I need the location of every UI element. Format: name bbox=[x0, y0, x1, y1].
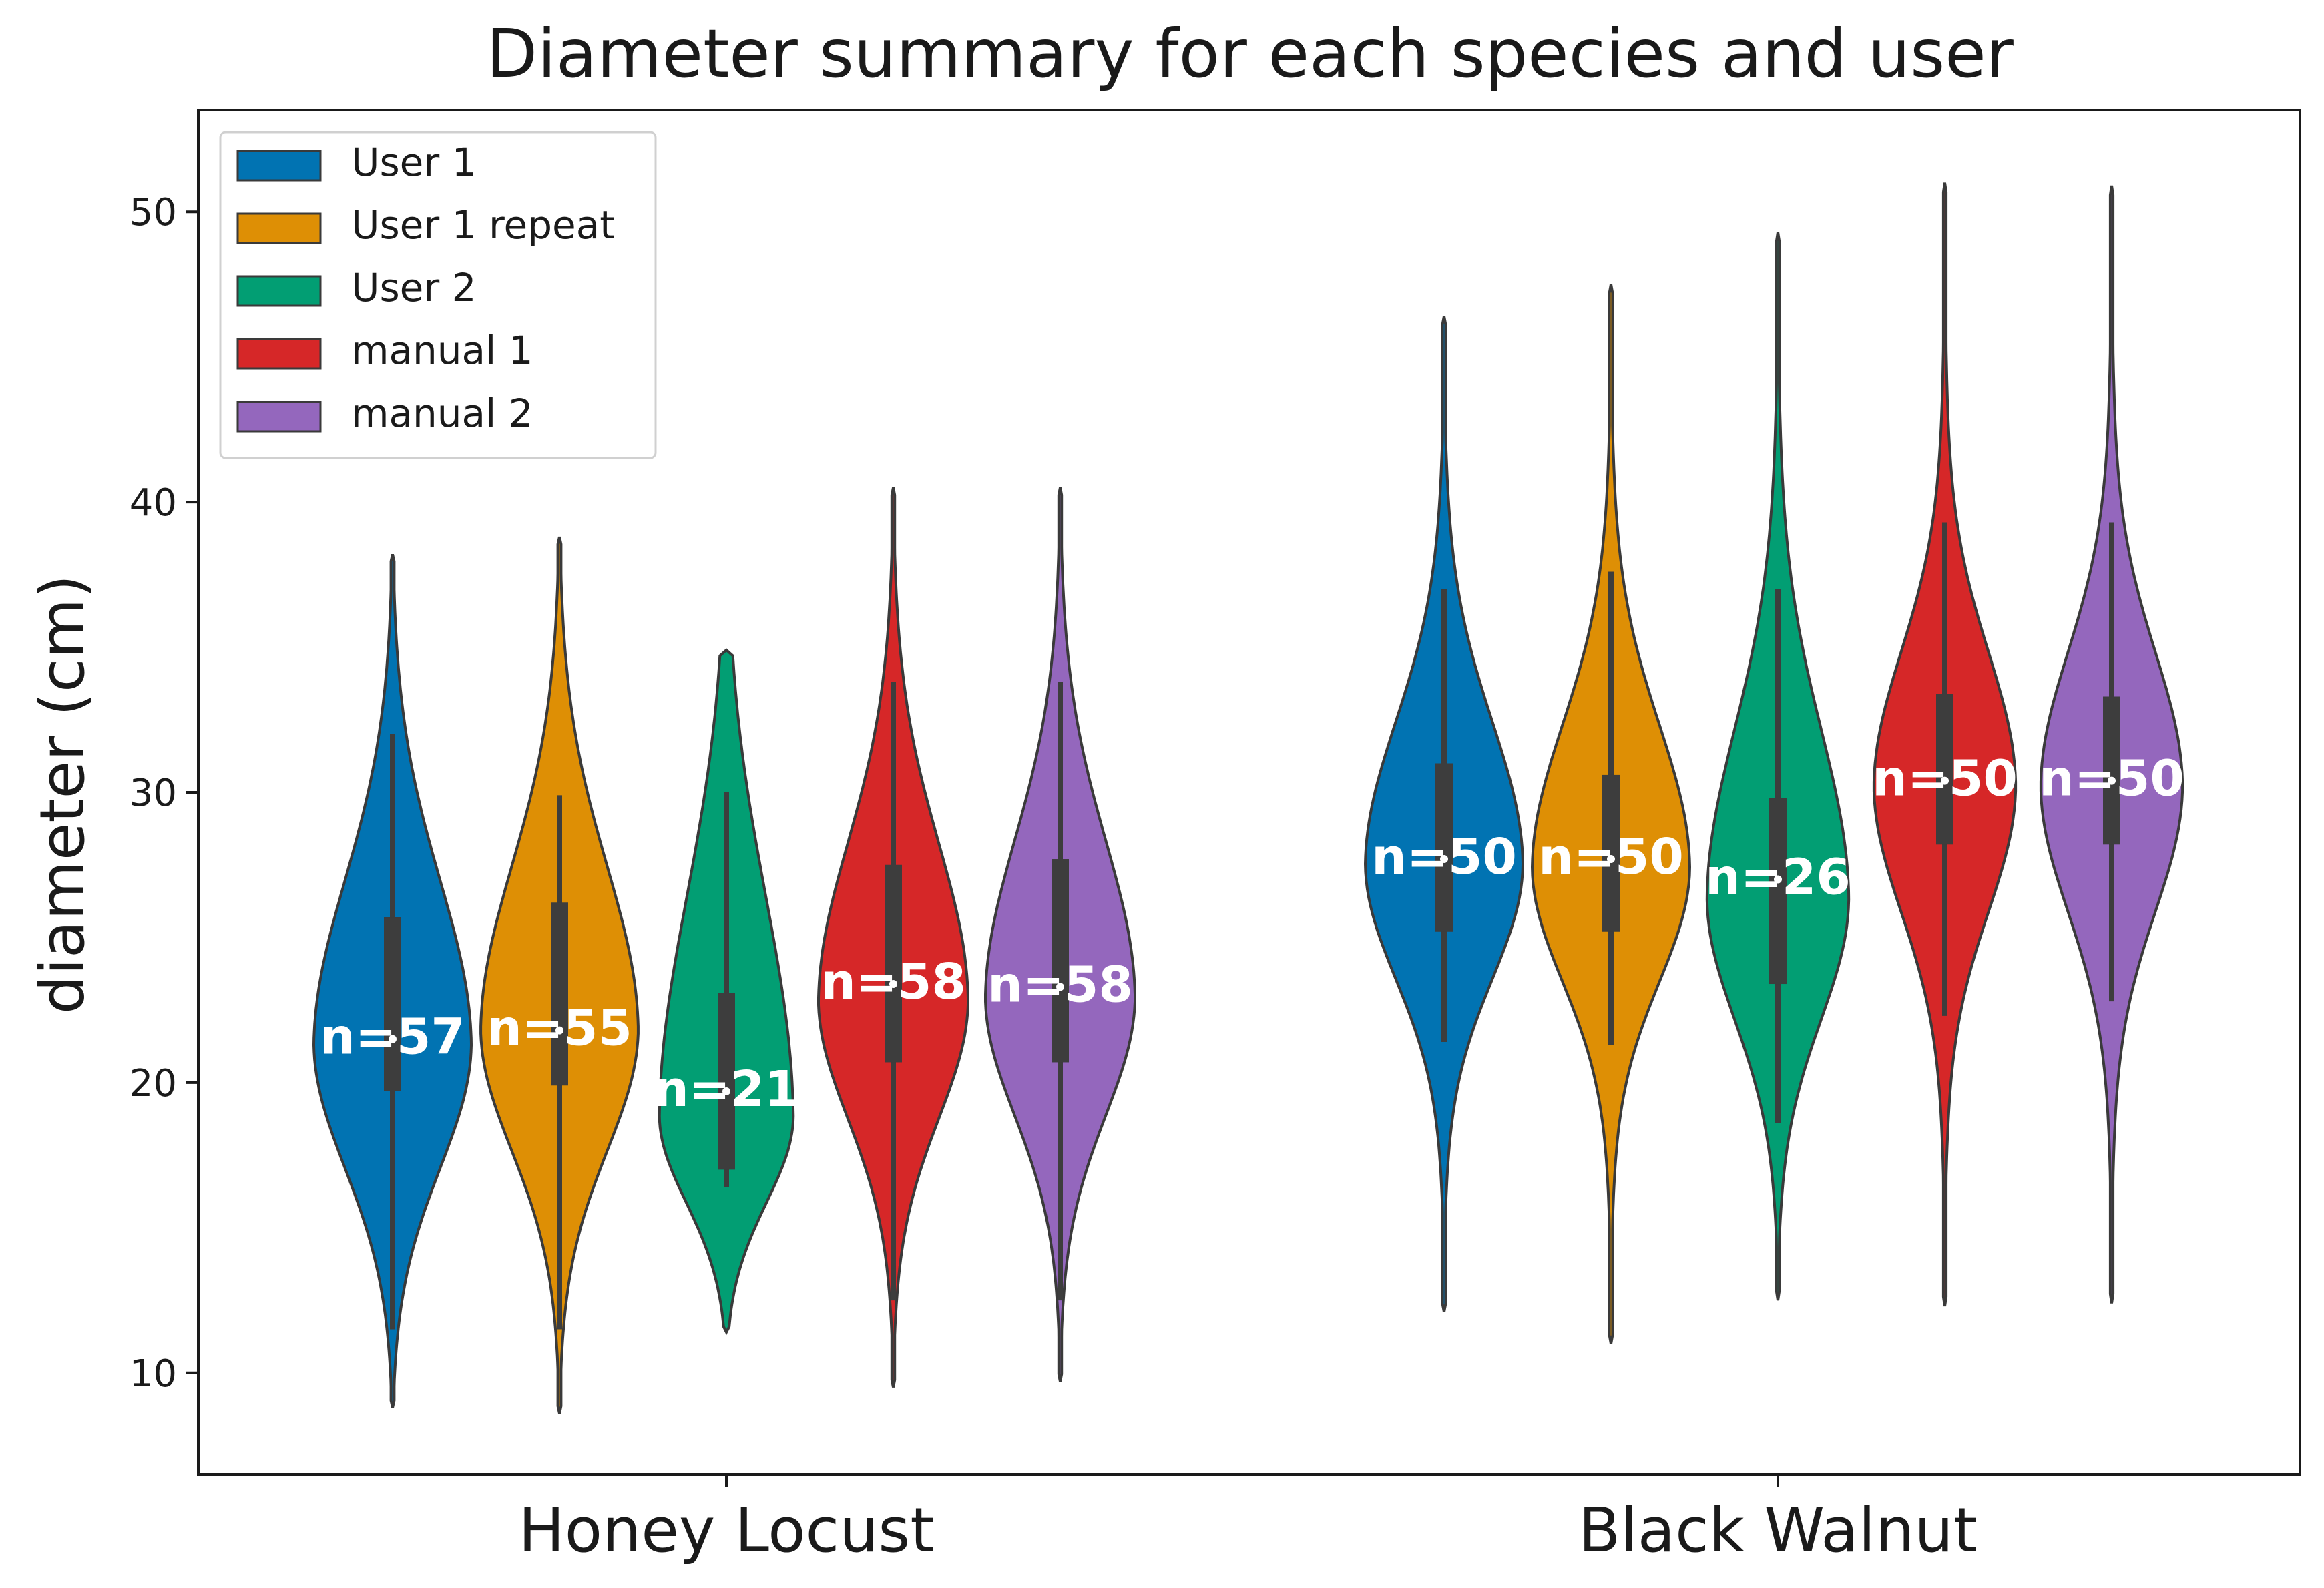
violin-iqr-box bbox=[2103, 696, 2120, 845]
y-tick-label: 20 bbox=[130, 1062, 177, 1105]
count-label: n=57 bbox=[320, 1009, 465, 1066]
count-label: n=58 bbox=[821, 953, 966, 1011]
violin-iqr-box bbox=[718, 993, 735, 1170]
count-label: n=26 bbox=[1705, 848, 1851, 906]
violin-median bbox=[1941, 776, 1949, 785]
legend-swatch bbox=[236, 401, 322, 433]
legend-frame bbox=[219, 131, 657, 459]
violin-median bbox=[1056, 983, 1064, 991]
violin-median bbox=[1607, 855, 1615, 864]
count-label: n=50 bbox=[1538, 828, 1684, 886]
violin-median bbox=[1440, 855, 1448, 864]
legend-label: User 2 bbox=[351, 265, 477, 310]
violin-iqr-box bbox=[551, 902, 568, 1086]
violin-iqr-box bbox=[1052, 859, 1069, 1063]
violin-median bbox=[555, 1026, 563, 1035]
legend-swatch bbox=[236, 338, 322, 370]
count-label: n=55 bbox=[487, 1000, 632, 1057]
legend-swatch bbox=[236, 150, 322, 182]
violin-iqr-box bbox=[1769, 798, 1787, 985]
count-labels: n=57 n=50 n=55 n=50 n=21 n=26 n=58 n=50 n=58 n=50 bbox=[320, 750, 2184, 1118]
violin-median bbox=[389, 1035, 397, 1043]
violin-median bbox=[722, 1087, 730, 1095]
violin-median bbox=[1774, 875, 1782, 884]
axes: 10 20 30 40 50 Honey Locust Black Walnut bbox=[130, 191, 1978, 1566]
violin-iqr-box bbox=[1936, 694, 1953, 845]
violin-iqr-box bbox=[1602, 774, 1620, 932]
x-tick-label: Honey Locust bbox=[519, 1495, 935, 1566]
violin-median bbox=[2108, 776, 2116, 785]
y-tick-label: 50 bbox=[130, 191, 177, 234]
count-label: n=50 bbox=[1371, 828, 1517, 886]
count-label: n=21 bbox=[654, 1061, 799, 1118]
x-tick-label: Black Walnut bbox=[1578, 1495, 1978, 1566]
count-label: n=50 bbox=[1872, 750, 2018, 808]
violin-median bbox=[889, 980, 897, 989]
legend-swatch bbox=[236, 275, 322, 307]
chart-title: Diameter summary for each species and us… bbox=[486, 15, 2014, 93]
y-tick-label: 40 bbox=[130, 481, 177, 525]
legend-swatch bbox=[236, 212, 322, 244]
y-tick-label: 30 bbox=[130, 772, 177, 815]
violin-iqr-box bbox=[1435, 763, 1453, 932]
count-label: n=50 bbox=[2039, 750, 2184, 808]
plot-area bbox=[312, 182, 2184, 1414]
violin-iqr-box bbox=[384, 917, 401, 1091]
count-label: n=58 bbox=[987, 956, 1133, 1013]
legend-label: User 1 bbox=[351, 140, 477, 185]
y-tick-label: 10 bbox=[130, 1352, 177, 1396]
legend-label: manual 2 bbox=[351, 390, 533, 436]
legend: User 1 User 1 repeat User 2 manual 1 manual … bbox=[219, 131, 657, 459]
legend-label: User 1 repeat bbox=[351, 202, 615, 248]
legend-label: manual 1 bbox=[351, 328, 533, 373]
y-axis-label: diameter (cm) bbox=[27, 575, 98, 1014]
violin-iqr-box bbox=[885, 864, 902, 1063]
